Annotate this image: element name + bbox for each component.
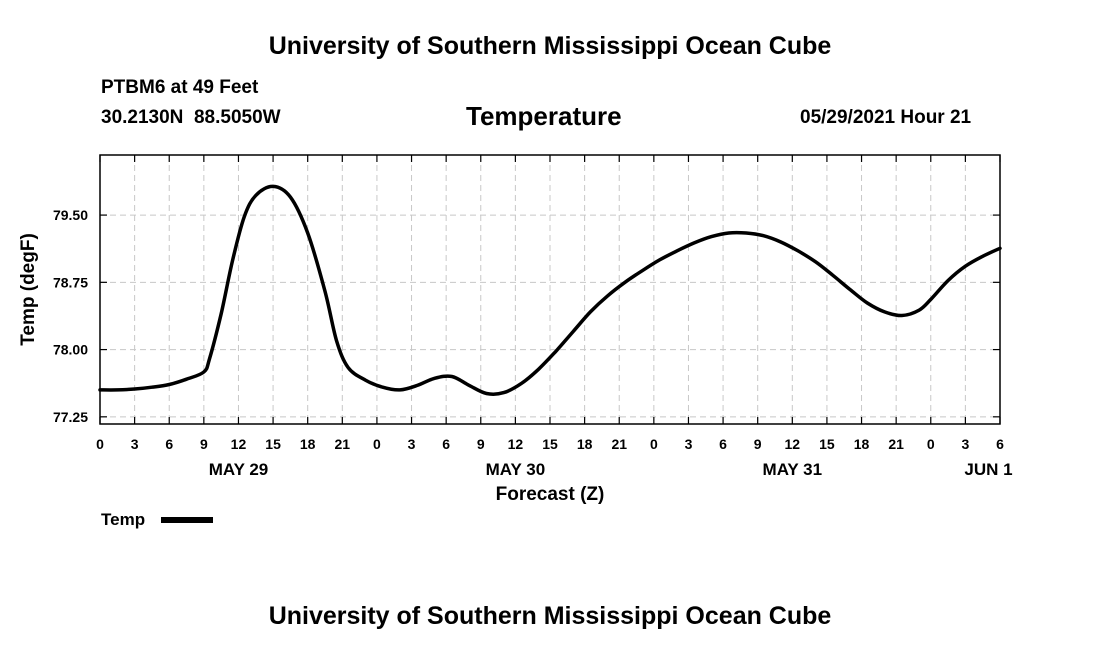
y-axis-label: Temp (degF) xyxy=(18,233,39,346)
x-tick-label: 0 xyxy=(927,436,935,452)
y-tick-label: 78.75 xyxy=(53,274,88,290)
x-tick-label: 21 xyxy=(888,436,904,452)
page-title: University of Southern Mississippi Ocean… xyxy=(268,32,832,60)
x-tick-label: 0 xyxy=(96,436,104,452)
x-tick-label: 0 xyxy=(650,436,658,452)
x-tick-label: 0 xyxy=(373,436,381,452)
x-tick-label: 15 xyxy=(542,436,558,452)
y-tick-label: 78.00 xyxy=(53,342,88,358)
x-tick-label: 3 xyxy=(408,436,416,452)
station-label: PTBM6 at 49 Feet xyxy=(101,77,259,98)
x-tick-label: 15 xyxy=(819,436,835,452)
coordinates-label: 30.2130N 88.5050W xyxy=(101,107,281,128)
x-tick-label: 6 xyxy=(996,436,1004,452)
date-label: MAY 30 xyxy=(486,460,546,479)
x-tick-label: 12 xyxy=(785,436,801,452)
x-tick-label: 15 xyxy=(265,436,281,452)
date-label: MAY 31 xyxy=(763,460,823,479)
x-tick-label: 18 xyxy=(854,436,870,452)
x-tick-label: 3 xyxy=(961,436,969,452)
x-axis-label: Forecast (Z) xyxy=(496,484,605,505)
x-tick-label: 9 xyxy=(754,436,762,452)
x-tick-label: 18 xyxy=(300,436,316,452)
x-tick-label: 12 xyxy=(508,436,524,452)
x-tick-label: 21 xyxy=(611,436,627,452)
x-tick-label: 3 xyxy=(685,436,693,452)
legend-swatch xyxy=(161,517,213,523)
date-label: JUN 1 xyxy=(964,460,1012,479)
date-label: MAY 29 xyxy=(209,460,269,479)
x-tick-label: 12 xyxy=(231,436,247,452)
x-tick-label: 6 xyxy=(165,436,173,452)
x-tick-label: 9 xyxy=(200,436,208,452)
x-tick-label: 3 xyxy=(131,436,139,452)
series-line-temp xyxy=(98,184,1002,396)
y-tick-label: 77.25 xyxy=(53,409,88,425)
x-tick-label: 9 xyxy=(477,436,485,452)
legend-label: Temp xyxy=(101,510,146,529)
x-tick-label: 21 xyxy=(335,436,351,452)
x-tick-label: 6 xyxy=(442,436,450,452)
footer-title: University of Southern Mississippi Ocean… xyxy=(268,602,832,630)
chart-title: Temperature xyxy=(466,101,622,131)
x-tick-label: 6 xyxy=(719,436,727,452)
y-tick-label: 79.50 xyxy=(53,207,88,223)
x-tick-label: 18 xyxy=(577,436,593,452)
forecast-datetime: 05/29/2021 Hour 21 xyxy=(800,107,972,128)
